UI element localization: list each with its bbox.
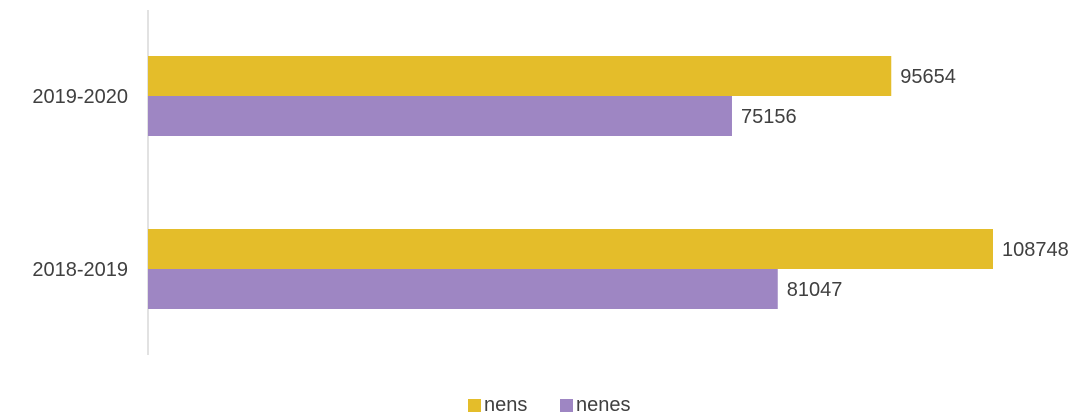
legend: nens nenes <box>468 394 631 416</box>
value-label-nenes-2019-2020: 75156 <box>741 106 797 128</box>
bar-nenes-2019-2020 <box>148 96 732 136</box>
bars-group <box>148 56 993 309</box>
legend-label-nenes: nenes <box>576 394 631 416</box>
bar-nenes-2018-2019 <box>148 269 778 309</box>
legend-swatch-nens <box>468 399 481 412</box>
value-label-nenes-2018-2019: 81047 <box>787 279 843 301</box>
value-labels: 95654 75156 108748 81047 <box>741 66 1069 301</box>
category-label-2019-2020: 2019-2020 <box>32 86 128 108</box>
legend-label-nens: nens <box>484 394 527 416</box>
value-label-nens-2018-2019: 108748 <box>1002 239 1069 261</box>
category-labels: 2019-2020 2018-2019 <box>32 86 128 281</box>
value-label-nens-2019-2020: 95654 <box>900 66 956 88</box>
legend-swatch-nenes <box>560 399 573 412</box>
bar-nens-2018-2019 <box>148 229 993 269</box>
bar-nens-2019-2020 <box>148 56 892 96</box>
category-label-2018-2019: 2018-2019 <box>32 259 128 281</box>
